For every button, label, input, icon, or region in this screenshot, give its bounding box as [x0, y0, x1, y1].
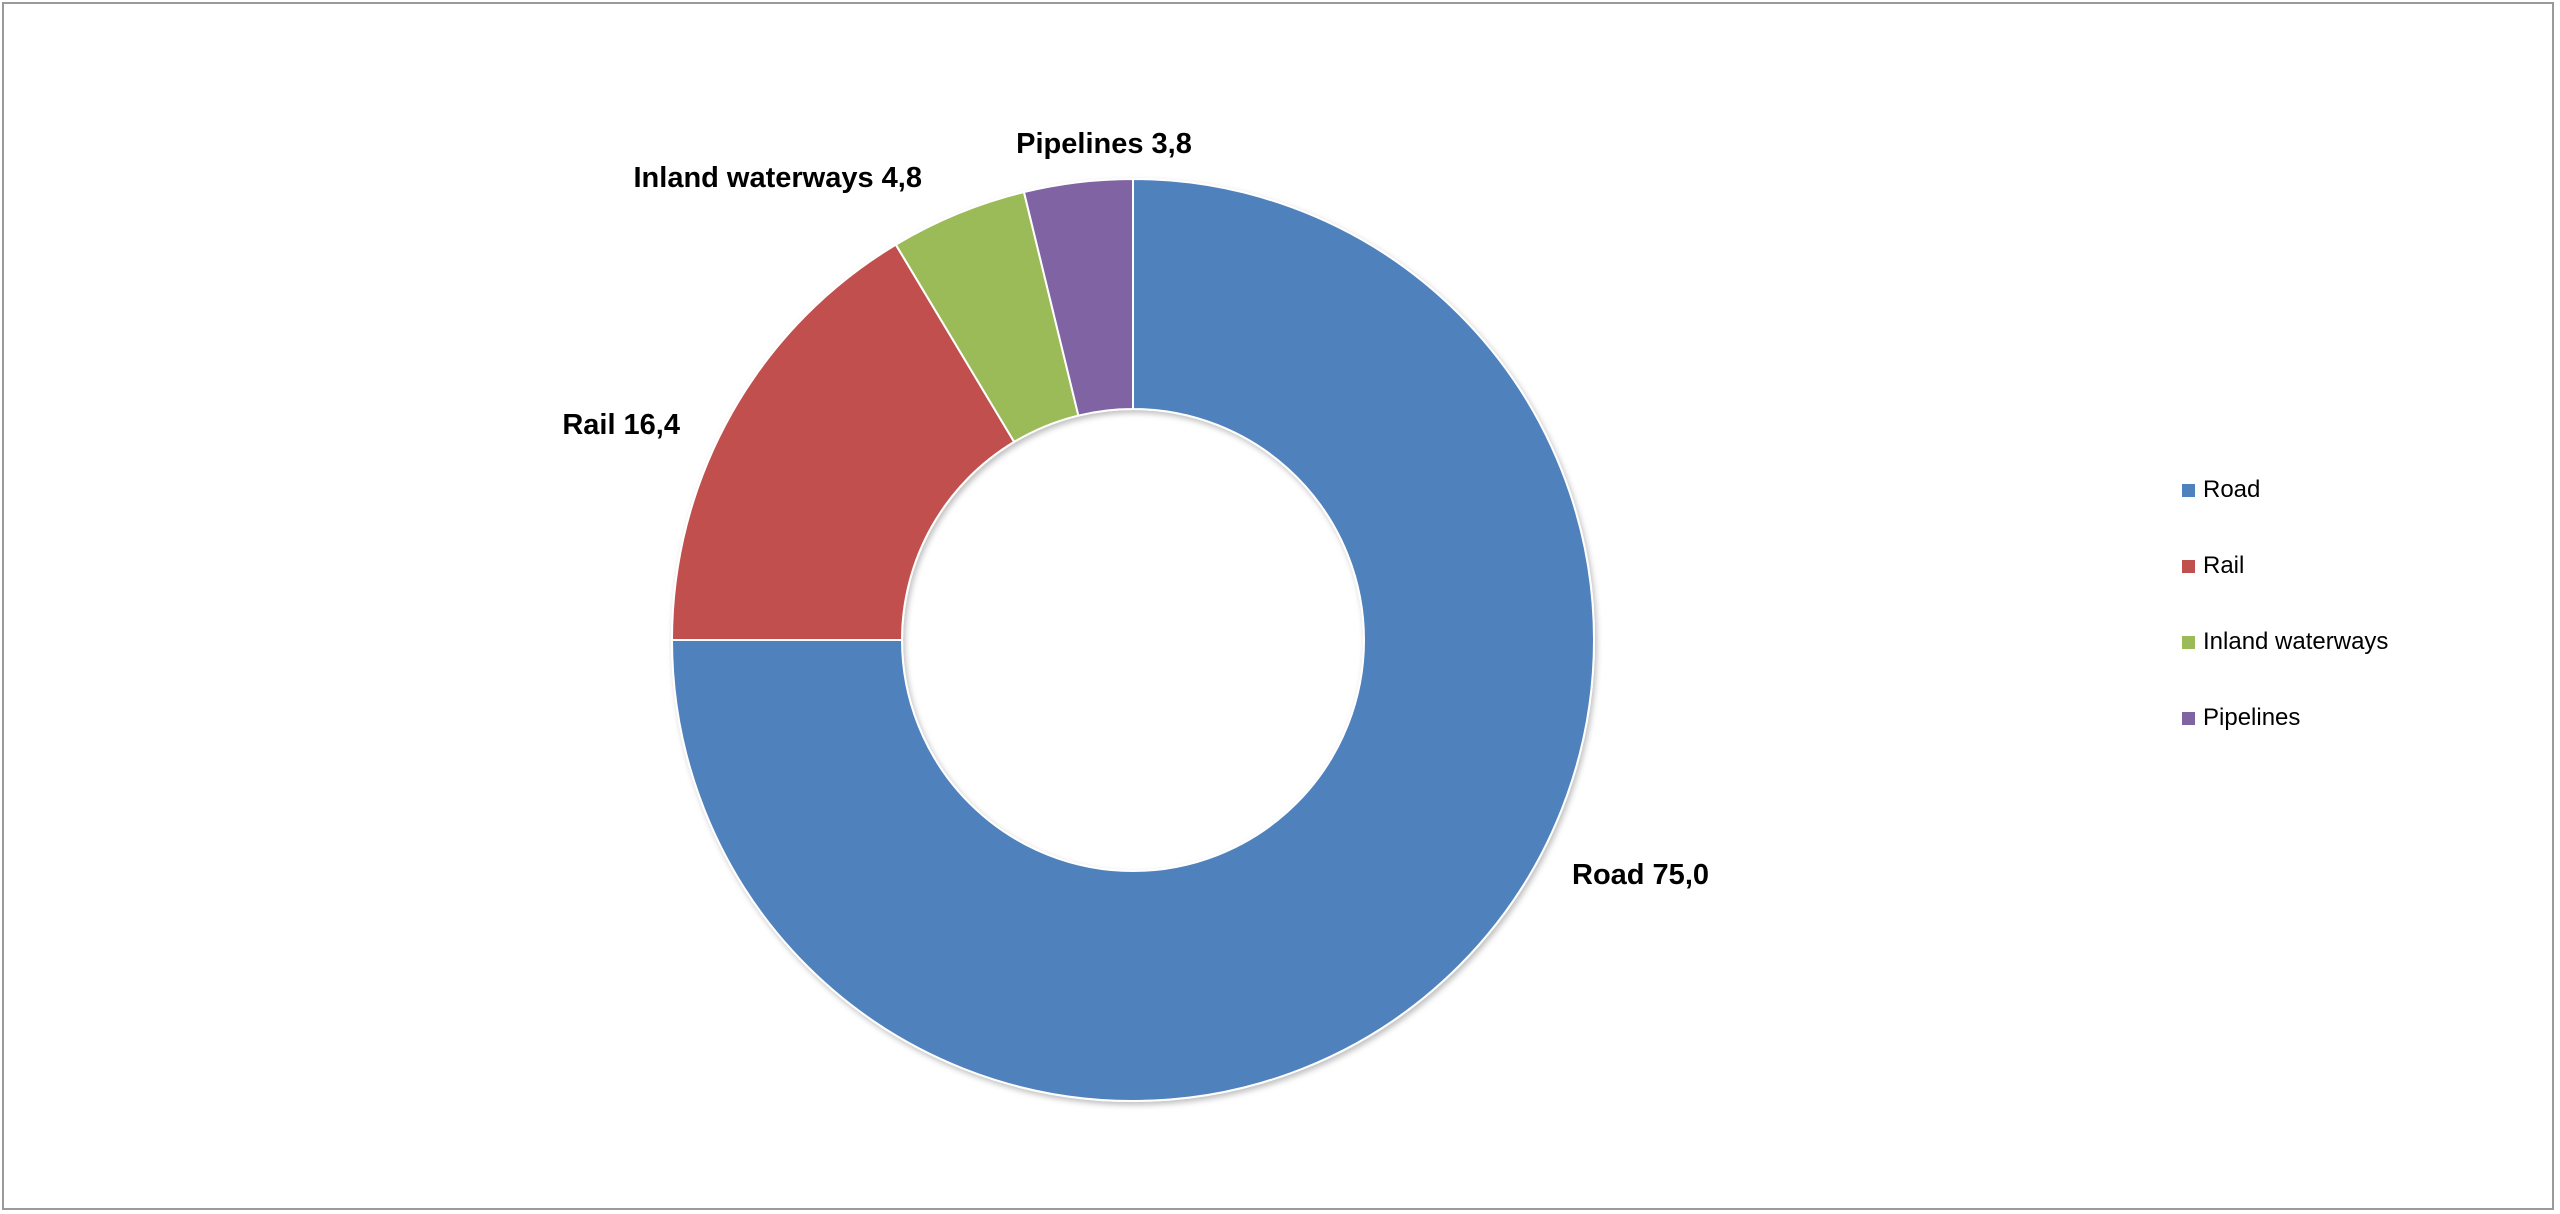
legend: Road Rail Inland waterways Pipelines: [2182, 470, 2388, 774]
data-labels: Road 75,0 Rail 16,4 Inland waterways 4,8 Pi…: [562, 128, 1709, 891]
legend-item-road: Road: [2182, 470, 2388, 510]
data-label-inland-waterways: Inland waterways 4,8: [633, 162, 922, 194]
legend-item-inland-waterways: Inland waterways: [2182, 622, 2388, 662]
legend-swatch-pipelines: [2182, 711, 2195, 725]
slice-road: [670, 177, 1595, 1102]
legend-label-pipelines: Pipelines: [2203, 704, 2301, 731]
legend-item-rail: Rail: [2182, 546, 2388, 586]
slice-rail: [670, 243, 1016, 641]
legend-label-road: Road: [2203, 476, 2261, 503]
legend-swatch-rail: [2182, 559, 2195, 573]
legend-label-inland-waterways: Inland waterways: [2203, 628, 2389, 655]
legend-label-rail: Rail: [2203, 552, 2245, 579]
slice-pipelines: [1022, 177, 1134, 417]
slices: [670, 177, 1595, 1102]
data-label-road: Road 75,0: [1572, 859, 1709, 891]
legend-item-pipelines: Pipelines: [2182, 698, 2388, 738]
legend-swatch-road: [2182, 483, 2195, 497]
data-label-rail: Rail 16,4: [562, 409, 680, 441]
data-label-pipelines: Pipelines 3,8: [1016, 128, 1192, 160]
legend-swatch-inland-waterways: [2182, 635, 2195, 649]
